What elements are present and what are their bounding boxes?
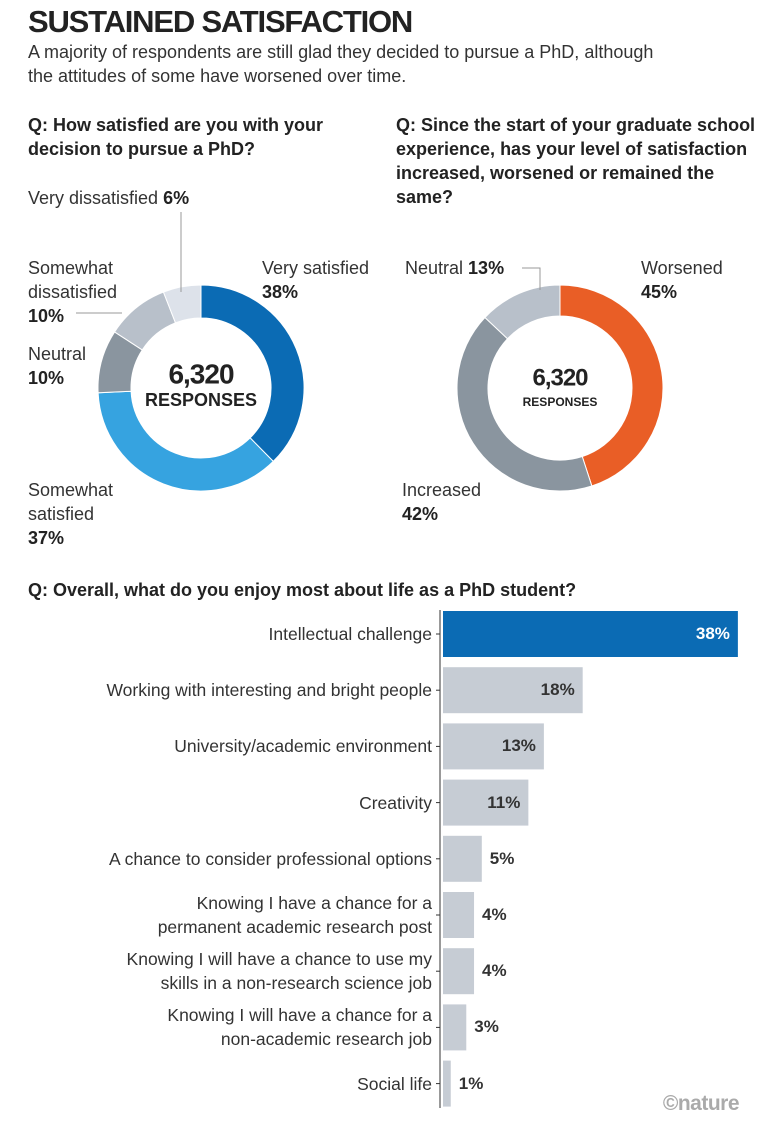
category-label: Creativity	[359, 792, 432, 813]
value-label: 13%	[468, 258, 505, 278]
category-label: Intellectual challenge	[268, 624, 432, 644]
value-label: 13%	[501, 736, 536, 756]
bar	[443, 667, 583, 714]
segment-label: Neutral 13%	[405, 256, 545, 280]
value-label: 1%	[458, 1073, 484, 1093]
donut-segment	[559, 284, 664, 487]
donut-segment	[200, 284, 305, 463]
category-label: Working with interesting and bright peop…	[106, 680, 432, 701]
donut-segment	[484, 284, 561, 340]
segment-label: Somewhat satisfied 37%	[28, 478, 143, 550]
donut-segment	[456, 316, 593, 492]
segment-label: Somewhat dissatisfied 10%	[28, 256, 143, 328]
category-label: Knowing I have a chance for a permanent …	[157, 893, 432, 937]
value-label: 6%	[163, 188, 190, 208]
value-label: 4%	[482, 905, 507, 924]
donut-segment	[162, 284, 202, 324]
total-unit: RESPONSES	[523, 395, 598, 409]
segment-label: Worsened 45%	[641, 256, 761, 304]
segment-label: Very dissatisfied 6%	[28, 186, 268, 210]
value-label: 10%	[28, 306, 65, 326]
bar	[443, 892, 475, 938]
segment-label: Increased 42%	[402, 478, 522, 526]
value-label: 18%	[540, 680, 575, 700]
category-name: Increased	[402, 480, 482, 500]
total-count: 6,320	[168, 358, 233, 389]
segment-label: Very satisfied 38%	[262, 256, 392, 304]
chart-question: Q: How satisfied are you with your decis…	[28, 115, 324, 159]
leader-line	[522, 267, 541, 290]
category-name: Neutral	[28, 344, 87, 364]
category-name: Somewhat satisfied	[28, 480, 114, 524]
category-name: Worsened	[641, 258, 723, 278]
category-label: Social life	[357, 1073, 432, 1094]
value-label: 5%	[489, 848, 515, 868]
value-label: 10%	[28, 368, 65, 388]
category-label: A chance to consider professional option…	[109, 848, 432, 869]
bar	[443, 948, 475, 995]
segment-label: Neutral 10%	[28, 342, 138, 390]
bar	[443, 1060, 451, 1107]
bar	[443, 723, 544, 770]
category-label: Knowing I will have a chance to use my s…	[126, 949, 432, 994]
category-name: Very satisfied	[262, 258, 370, 278]
credit: ©nature	[662, 1092, 740, 1115]
value-label: 37%	[28, 528, 65, 548]
value-label: 4%	[482, 961, 507, 981]
category-name: Neutral	[405, 258, 464, 278]
title: SUSTAINED SATISFACTION	[28, 4, 413, 39]
bar	[443, 611, 738, 657]
category-name: Somewhat dissatisfied	[28, 258, 118, 302]
value-label: 3%	[474, 1017, 499, 1037]
category-name: Very dissatisfied	[28, 188, 159, 208]
subtitle: A majority of respondents are still glad…	[28, 42, 654, 86]
value-label: 45%	[641, 282, 678, 302]
total-unit: RESPONSES	[145, 390, 257, 410]
value-label: 11%	[487, 792, 521, 812]
category-label: Knowing I will have a chance for a non-a…	[167, 1005, 432, 1050]
total-count: 6,320	[532, 364, 588, 391]
bar	[443, 779, 529, 826]
value-label: 38%	[262, 282, 299, 302]
bar	[443, 1004, 467, 1051]
category-label: University/academic environment	[174, 736, 432, 757]
chart-question: Q: Since the start of your graduate scho…	[396, 115, 756, 207]
donut-segment	[97, 390, 274, 492]
value-label: 42%	[402, 504, 439, 524]
bar	[443, 835, 482, 882]
chart-question: Q: Overall, what do you enjoy most about…	[28, 580, 577, 600]
value-label: 38%	[695, 624, 730, 643]
